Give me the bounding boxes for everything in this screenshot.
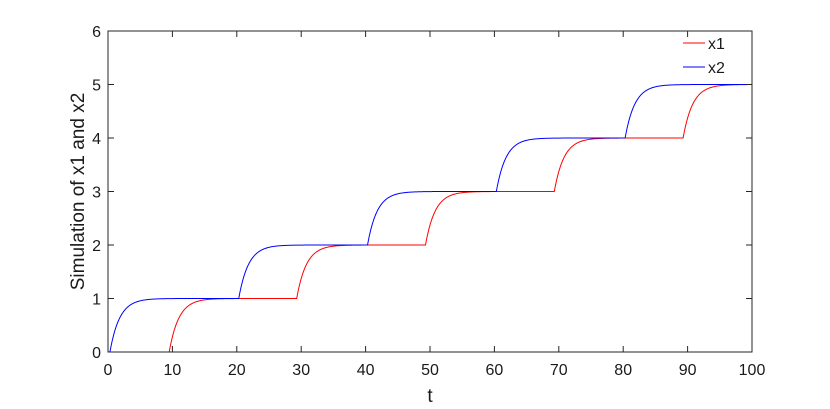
y-tick-label: 0 — [92, 345, 101, 362]
x-tick-label: 60 — [486, 362, 504, 379]
x-tick-label: 90 — [679, 362, 697, 379]
x-tick-label: 30 — [292, 362, 310, 379]
x-tick-label: 100 — [739, 362, 766, 379]
ticks-layer: 0 10 20 30 40 50 60 70 80 90 100 0 1 2 3 4 5 6 — [92, 24, 765, 379]
x-axis-label: t — [427, 386, 433, 407]
x-tick-label: 40 — [357, 362, 375, 379]
x-tick-label: 10 — [164, 362, 182, 379]
x-tick-label: 50 — [421, 362, 439, 379]
x-tick-label: 0 — [104, 362, 113, 379]
y-tick-label: 6 — [92, 24, 101, 41]
legend-label-x1: x1 — [708, 36, 725, 53]
series-line-x2 — [108, 84, 752, 353]
y-tick-label: 1 — [92, 292, 101, 309]
x-tick-label: 80 — [614, 362, 632, 379]
series-line-x1 — [108, 84, 753, 353]
y-tick-label: 5 — [92, 78, 101, 95]
y-tick-label: 2 — [92, 238, 101, 255]
y-tick-label: 3 — [92, 185, 101, 202]
legend-label-x2: x2 — [708, 60, 725, 77]
x-tick-label: 20 — [228, 362, 246, 379]
y-tick-label: 4 — [92, 131, 101, 148]
x-tick-label: 70 — [550, 362, 568, 379]
y-axis-label: Simulation of x1 and x2 — [68, 93, 89, 291]
series-layer — [108, 84, 753, 353]
